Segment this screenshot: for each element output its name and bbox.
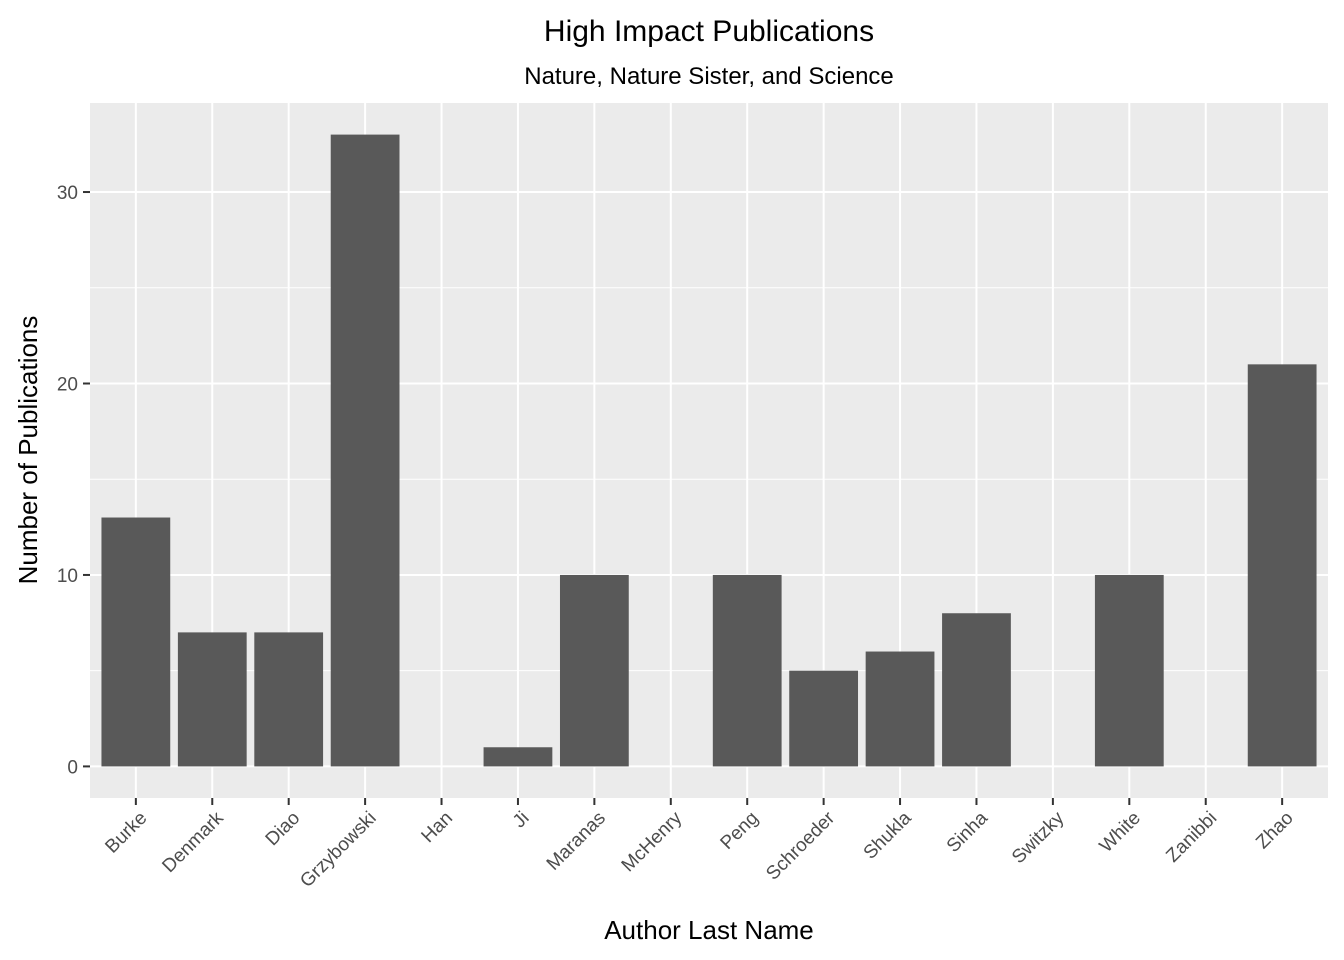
x-tick-label: Burke	[101, 808, 151, 858]
x-tick-label: Diao	[262, 808, 304, 850]
x-tick-label: White	[1096, 808, 1145, 857]
bar-ji	[483, 747, 553, 767]
bar-white	[1094, 574, 1164, 767]
bar-burke	[101, 517, 171, 767]
x-tick-label: Switzky	[1008, 807, 1069, 868]
bar-sinha	[942, 613, 1011, 767]
bar-diao	[254, 632, 324, 767]
bar-zhao	[1247, 364, 1317, 767]
y-tick-label: 0	[67, 757, 78, 778]
bars	[101, 134, 1317, 767]
x-tick-label: Han	[418, 808, 457, 847]
x-tick-label: Schroeder	[762, 807, 839, 884]
x-tick-label: Peng	[717, 808, 763, 854]
x-tick-label: Ji	[509, 808, 534, 833]
bar-grzybowski	[330, 134, 400, 767]
x-tick-label: Grzybowski	[296, 808, 380, 892]
x-tick-label: Zanibbi	[1162, 808, 1221, 867]
y-tick-label: 10	[57, 566, 78, 587]
chart-subtitle: Nature, Nature Sister, and Science	[524, 63, 894, 90]
y-axis-title: Number of Publications	[13, 316, 43, 585]
bar-schroeder	[789, 670, 859, 767]
chart-title: High Impact Publications	[544, 15, 874, 48]
bar-peng	[712, 574, 782, 767]
y-tick-label: 20	[57, 374, 78, 395]
x-tick-label: Shukla	[860, 807, 916, 863]
bar-maranas	[559, 574, 629, 767]
x-tick-label: Sinha	[943, 807, 993, 857]
x-tick-label: McHenry	[618, 807, 687, 876]
y-tick-label: 30	[57, 183, 78, 204]
x-axis-title: Author Last Name	[604, 915, 814, 945]
bar-shukla	[865, 651, 935, 767]
bar-denmark	[177, 632, 247, 767]
x-tick-label: Zhao	[1252, 808, 1297, 853]
x-tick-label: Denmark	[158, 807, 228, 877]
x-tick-label: Maranas	[543, 808, 610, 875]
y-axis-ticks: 0 10 20 30	[57, 183, 90, 778]
